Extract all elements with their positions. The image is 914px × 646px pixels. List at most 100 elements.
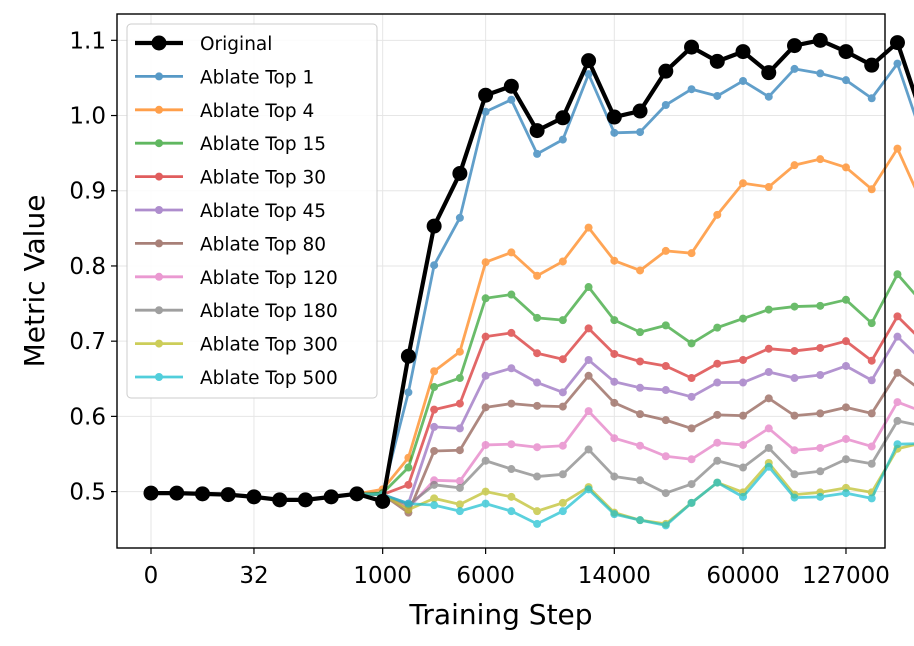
data-point (687, 455, 696, 464)
data-point (533, 378, 542, 387)
data-point (739, 411, 748, 420)
data-point (430, 422, 439, 431)
data-point (893, 59, 902, 68)
data-point (764, 394, 773, 403)
legend-label: Ablate Top 120 (200, 268, 338, 289)
data-point (558, 257, 567, 266)
data-point (790, 374, 799, 383)
data-point (739, 463, 748, 472)
data-point (687, 85, 696, 94)
data-point (867, 94, 876, 103)
data-point (558, 507, 567, 516)
data-point (661, 416, 670, 425)
data-point (841, 337, 850, 346)
data-point (430, 405, 439, 414)
x-tick-label: 32 (239, 563, 268, 589)
data-point (867, 356, 876, 365)
data-point (713, 478, 722, 487)
x-tick-label: 14000 (578, 563, 651, 589)
data-point (790, 161, 799, 170)
data-point (584, 407, 593, 416)
legend-swatch-marker (155, 139, 163, 148)
data-point (404, 505, 413, 514)
legend-entry (135, 172, 183, 181)
legend-label: Ablate Top 45 (200, 201, 326, 222)
plot-frame (116, 13, 886, 549)
data-point (790, 470, 799, 479)
legend-swatch-marker (155, 206, 163, 214)
data-point (610, 434, 619, 443)
data-point (375, 493, 391, 509)
data-point (790, 446, 799, 455)
data-point (687, 374, 696, 383)
data-point (632, 103, 648, 119)
data-point (507, 399, 516, 408)
data-point (636, 266, 645, 275)
data-point (507, 290, 516, 299)
data-point (841, 434, 850, 443)
legend-label: Original (200, 34, 272, 55)
data-point (636, 410, 645, 419)
data-point (481, 456, 490, 465)
data-point (889, 35, 905, 51)
data-point (610, 128, 619, 137)
legend-label: Ablate Top 30 (200, 168, 326, 189)
data-point (761, 65, 777, 81)
x-tick-label: 1000 (353, 563, 412, 589)
data-point (481, 371, 490, 380)
data-point (687, 339, 696, 348)
data-point (507, 440, 516, 449)
data-point (661, 361, 670, 370)
data-point (455, 507, 464, 516)
y-tick-label: 0.5 (69, 480, 106, 506)
data-point (610, 398, 619, 407)
data-point (481, 499, 490, 508)
data-point (893, 368, 902, 377)
series-line (151, 419, 914, 507)
data-point (584, 355, 593, 364)
legend-entry (135, 239, 183, 248)
data-point (687, 249, 696, 258)
data-point (867, 409, 876, 418)
legend-label: Ablate Top 1 (200, 67, 314, 88)
data-point (584, 371, 593, 380)
data-point (713, 91, 722, 100)
data-point (764, 462, 773, 471)
data-point (507, 328, 516, 337)
legend-entry (135, 272, 183, 281)
data-point (584, 445, 593, 454)
data-point (430, 446, 439, 455)
data-point (636, 328, 645, 337)
data-point (713, 210, 722, 219)
data-point (481, 258, 490, 267)
legend-swatch-marker (155, 272, 163, 281)
data-point (455, 374, 464, 383)
data-point (867, 459, 876, 468)
data-point (507, 492, 516, 501)
data-point (169, 485, 185, 501)
data-point (841, 361, 850, 370)
legend-entry (135, 72, 183, 81)
data-point (430, 367, 439, 376)
data-point (661, 386, 670, 395)
data-point (636, 383, 645, 392)
data-point (455, 213, 464, 222)
data-point (323, 489, 339, 505)
data-point (558, 402, 567, 411)
y-axis-title: Metric Value (18, 195, 51, 368)
data-point (636, 441, 645, 450)
data-point (713, 323, 722, 332)
data-point (739, 179, 748, 188)
series-original (143, 32, 914, 509)
legend: Original Ablate Top 1 Ablate Top 4 Ablate T… (126, 23, 378, 399)
data-point (684, 39, 700, 55)
data-point (893, 270, 902, 279)
data-point (430, 494, 439, 503)
data-point (455, 500, 464, 509)
data-point (658, 63, 674, 79)
legend-swatch-marker (151, 35, 167, 51)
data-point (430, 383, 439, 392)
y-tick-label: 0.6 (69, 404, 106, 430)
data-point (400, 348, 416, 364)
data-point (867, 185, 876, 194)
